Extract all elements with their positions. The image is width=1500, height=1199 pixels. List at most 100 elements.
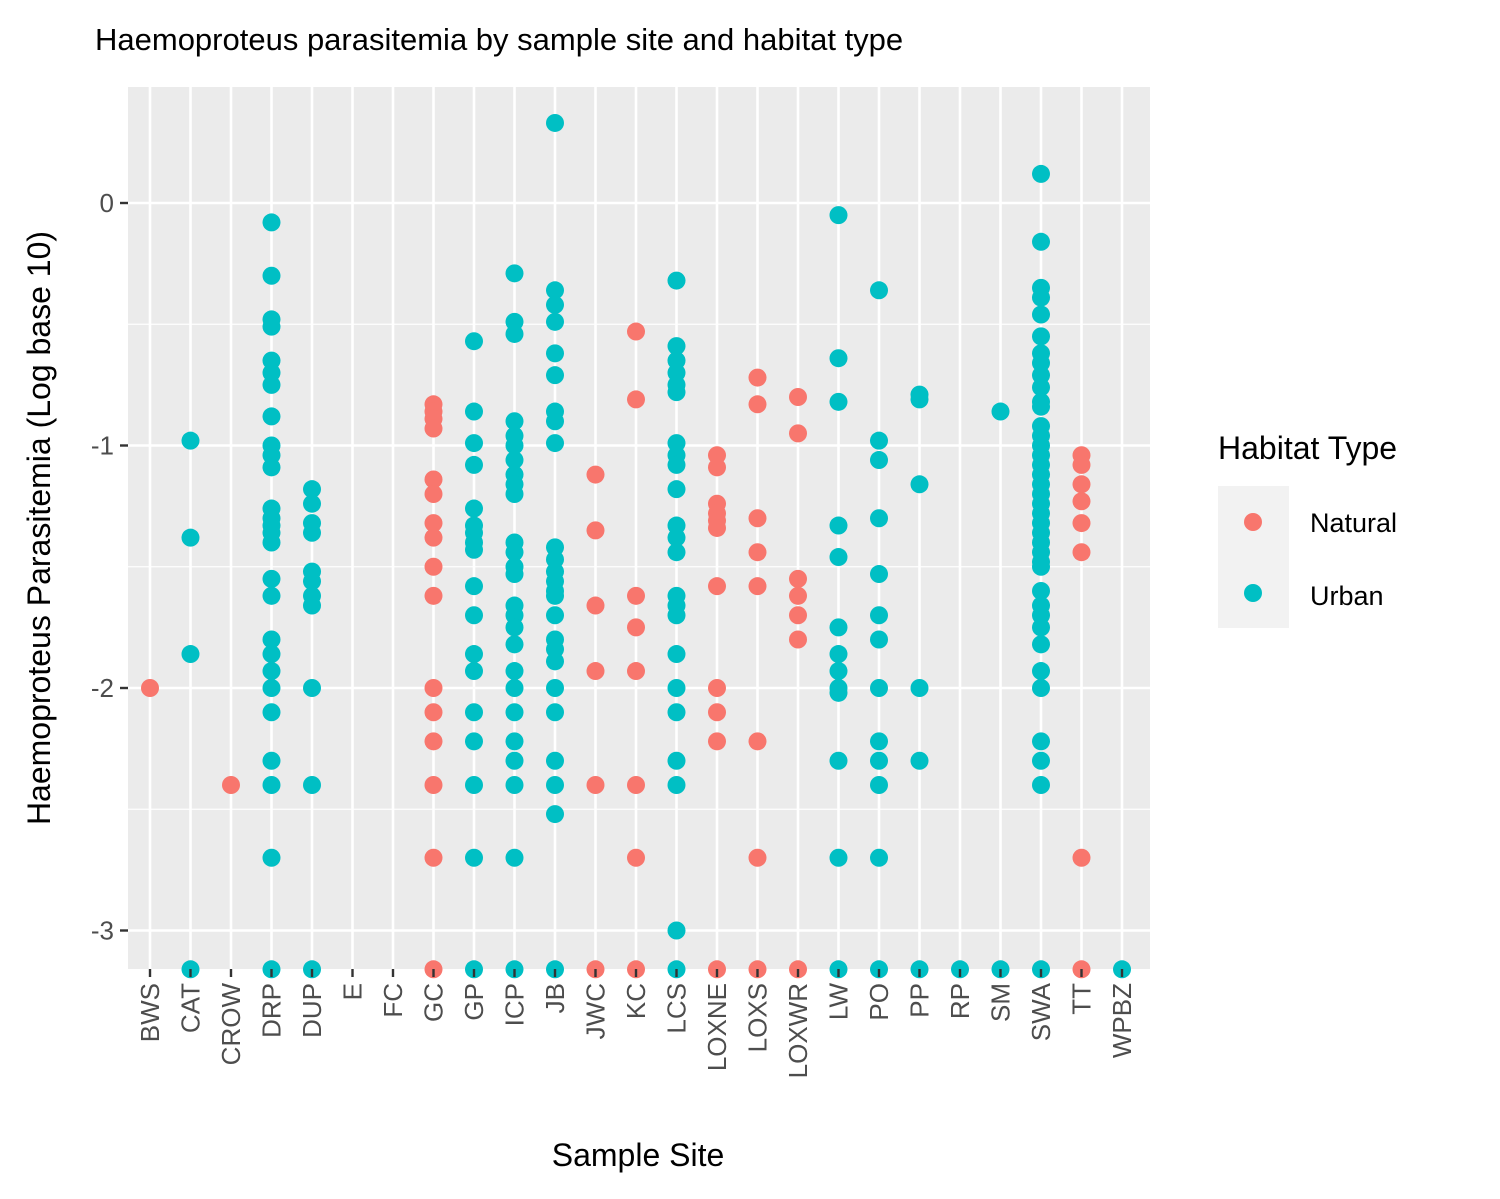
y-tick-label: -2 [91, 673, 114, 703]
x-tick-label: GP [459, 983, 489, 1021]
data-point-urban [546, 652, 564, 671]
data-point-natural [586, 662, 605, 681]
data-point-urban [505, 565, 524, 584]
data-point-urban [1032, 679, 1050, 697]
y-axis-title: Haemoproteus Parasitemia (Log base 10) [21, 231, 57, 825]
x-tick-label: GC [419, 983, 449, 1022]
data-point-natural [141, 679, 159, 697]
y-tick-label: 0 [100, 188, 114, 218]
data-point-natural [424, 703, 443, 722]
data-point-natural [586, 776, 605, 794]
data-point-urban [870, 630, 888, 649]
data-point-urban [1032, 776, 1050, 794]
data-point-urban [910, 679, 929, 697]
data-point-urban [829, 392, 848, 411]
x-tick-label: TT [1067, 983, 1097, 1015]
data-point-urban [262, 679, 281, 697]
data-point-urban [465, 645, 483, 664]
data-point-urban [262, 375, 281, 394]
data-point-urban [303, 572, 321, 591]
data-point-urban [303, 679, 321, 697]
x-tick-label: BWS [135, 983, 165, 1042]
data-point-natural [222, 776, 240, 794]
data-point-natural [789, 586, 807, 605]
data-point-urban [262, 458, 281, 477]
data-point-urban [870, 732, 888, 751]
data-point-urban [505, 732, 524, 751]
data-point-natural [748, 509, 767, 528]
data-point-urban [667, 776, 686, 794]
data-point-urban [667, 528, 686, 547]
data-point-urban [505, 618, 524, 637]
x-tick-label: LOXNE [702, 983, 732, 1071]
data-point-natural [627, 848, 645, 867]
data-point-urban [667, 921, 686, 940]
data-point-natural [424, 419, 443, 438]
data-point-urban [829, 516, 848, 535]
data-point-urban [546, 805, 564, 824]
data-point-urban [262, 776, 281, 794]
legend-key-background [1218, 486, 1289, 628]
data-point-urban [870, 451, 888, 470]
data-point-urban [505, 662, 524, 681]
data-point-natural [424, 586, 443, 605]
data-point-urban [1032, 662, 1050, 681]
data-point-urban [870, 606, 888, 625]
data-point-natural [627, 776, 645, 794]
data-point-urban [829, 548, 848, 567]
data-point-natural [424, 679, 443, 697]
data-point-natural [627, 322, 645, 341]
data-point-urban [262, 848, 281, 867]
data-point-urban [1032, 557, 1050, 576]
data-point-natural [708, 732, 726, 751]
data-point-natural [424, 528, 443, 547]
data-point-natural [708, 577, 726, 596]
x-tick-label: KC [621, 983, 651, 1019]
data-point-urban [505, 485, 524, 503]
data-point-urban [505, 679, 524, 697]
x-tick-label: DRP [257, 983, 287, 1038]
data-point-urban [870, 565, 888, 584]
data-point-natural [789, 630, 807, 649]
y-tick-label: -3 [91, 916, 114, 946]
data-point-urban [505, 848, 524, 867]
x-tick-label: CAT [176, 983, 206, 1033]
data-point-urban [262, 317, 281, 336]
x-tick-label: SWA [1026, 982, 1056, 1041]
data-point-urban [1032, 288, 1050, 307]
data-point-urban [465, 703, 483, 722]
data-point-natural [748, 848, 767, 867]
data-point-urban [667, 645, 686, 664]
data-point-urban [667, 271, 686, 290]
data-point-natural [1072, 543, 1091, 562]
data-point-urban [465, 332, 483, 351]
data-point-natural [627, 390, 645, 409]
data-point-urban [829, 848, 848, 867]
data-point-natural [708, 458, 726, 477]
data-point-urban [667, 383, 686, 402]
data-point-urban [465, 848, 483, 867]
data-point-urban [829, 662, 848, 681]
data-point-urban [667, 337, 686, 356]
data-point-urban [181, 645, 200, 664]
x-tick-label: FC [378, 983, 408, 1018]
data-point-natural [424, 776, 443, 794]
data-point-urban [546, 586, 564, 605]
data-point-natural [424, 470, 443, 489]
data-point-natural [586, 596, 605, 615]
data-point-urban [829, 349, 848, 368]
data-point-urban [262, 630, 281, 649]
data-point-urban [505, 412, 524, 431]
data-point-urban [546, 113, 564, 132]
x-tick-label: WPBZ [1107, 983, 1137, 1058]
data-point-urban [465, 402, 483, 421]
data-point-urban [667, 455, 686, 474]
data-point-urban [505, 776, 524, 794]
data-point-natural [789, 606, 807, 625]
x-tick-label: LOXWR [783, 983, 813, 1078]
x-tick-label: RP [945, 983, 975, 1019]
data-point-urban [829, 206, 848, 225]
data-point-urban [829, 683, 848, 702]
data-point-urban [262, 751, 281, 770]
data-point-urban [505, 324, 524, 343]
